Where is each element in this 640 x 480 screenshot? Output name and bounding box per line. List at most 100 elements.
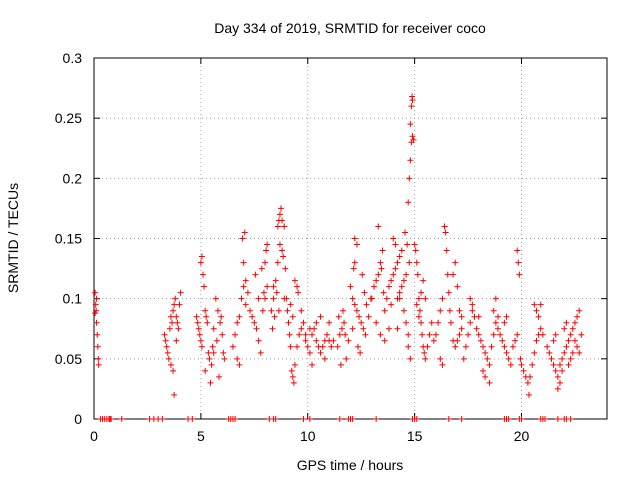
data-point [214,307,221,314]
data-point [203,313,210,320]
data-point [194,319,201,326]
data-point [338,325,345,332]
data-point [561,349,568,356]
data-point [210,325,217,332]
data-point [407,355,414,362]
y-tick-label: 0.1 [63,291,83,307]
data-point [264,283,271,290]
data-point [531,301,538,308]
data-point [291,277,298,284]
axis-ticks: 0 0.05 0.1 0.15 0.2 0.25 0.3 0 5 10 15 20 [55,50,607,444]
data-point [93,319,100,326]
data-point [542,416,549,422]
data-point [477,337,484,344]
data-point [337,361,344,368]
data-point [206,355,213,362]
data-point [403,319,410,326]
data-point [446,307,453,314]
data-point [499,337,506,344]
x-tick-label: 0 [90,428,98,444]
data-point [247,307,254,314]
x-axis-label: GPS time / hours [297,457,404,473]
data-points [92,93,585,422]
data-point [354,343,361,350]
data-point [550,337,557,344]
data-point [240,259,247,266]
data-point [200,271,207,278]
data-point [257,349,264,356]
data-point [460,355,467,362]
data-point [486,379,493,386]
data-point [195,325,202,332]
data-point [462,343,469,350]
data-point [480,343,487,350]
data-point [304,343,311,350]
data-point [359,271,366,278]
data-point [95,355,102,362]
data-point [567,416,574,422]
data-point [198,343,205,350]
data-point [546,349,553,356]
data-point [173,313,180,320]
data-point [494,313,501,320]
data-point [302,337,309,344]
data-point [204,319,211,326]
data-point [559,367,566,374]
data-point [221,355,228,362]
data-point [201,283,208,290]
data-point [313,337,320,344]
data-point [458,325,465,332]
data-point [313,319,320,326]
data-point [576,349,583,356]
data-point [274,259,281,266]
data-point [447,319,454,326]
data-point [475,313,482,320]
data-point [232,331,239,338]
data-point [353,241,360,248]
data-point [439,361,446,368]
data-point [268,307,275,314]
data-point [251,319,258,326]
data-point [576,307,583,314]
data-point [270,283,277,290]
data-point [535,313,542,320]
data-point [234,319,241,326]
data-point [437,307,444,314]
data-point [276,241,283,248]
data-point [236,361,243,368]
data-point [159,416,166,422]
data-point [381,307,388,314]
data-point [556,379,563,386]
data-point [174,319,181,326]
data-point [360,325,367,332]
data-point [433,331,439,338]
data-point [262,259,268,266]
data-point [411,241,418,248]
data-point [394,259,401,266]
data-point [509,343,516,350]
data-point [353,307,360,314]
data-point [454,283,461,290]
data-point [494,325,501,332]
data-point [418,289,425,296]
data-point [452,343,459,350]
data-point [413,416,420,422]
data-point [252,271,259,278]
data-point [517,355,524,362]
data-point [349,325,356,332]
data-point [340,307,347,314]
data-point [520,367,527,374]
data-point [533,307,540,314]
data-point [263,247,270,254]
data-point [207,379,214,386]
data-point [334,343,341,350]
data-point [351,235,358,242]
data-point [291,361,298,368]
data-point [108,416,115,422]
data-point [210,349,217,356]
data-point [162,337,169,344]
data-point [161,331,168,338]
data-point [189,416,196,422]
data-point [392,265,399,272]
data-point [241,229,248,236]
